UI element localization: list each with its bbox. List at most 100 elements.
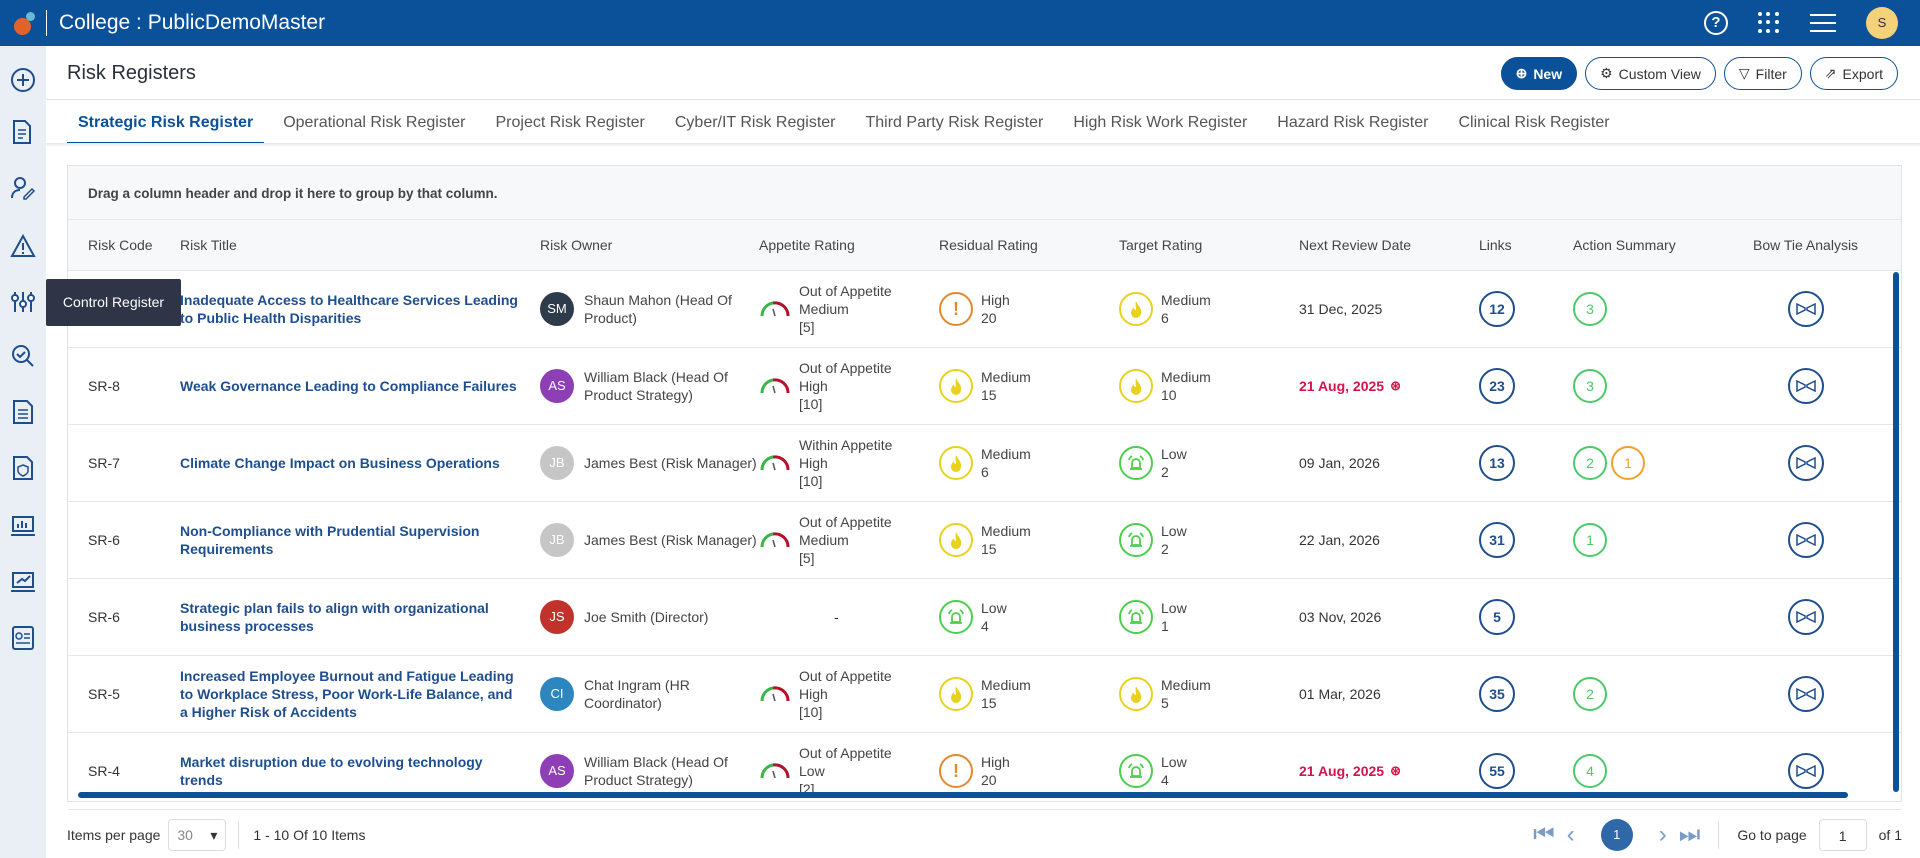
export-button[interactable]: ⇗ Export <box>1809 57 1898 90</box>
column-header[interactable]: Next Review Date <box>1299 237 1412 253</box>
first-page-icon[interactable]: ⏮ <box>1533 821 1555 848</box>
document-icon[interactable] <box>9 398 37 426</box>
action-count-badge[interactable]: 1 <box>1573 523 1607 557</box>
column-header[interactable]: Risk Owner <box>540 237 613 253</box>
bow-tie-icon[interactable] <box>1788 676 1824 712</box>
links-count-badge[interactable]: 13 <box>1479 445 1515 481</box>
gear-icon: ⚙ <box>1600 65 1613 81</box>
dashboard-icon[interactable] <box>9 512 37 540</box>
page-title: Risk Registers <box>67 62 196 84</box>
column-header[interactable]: Appetite Rating <box>759 237 855 253</box>
risk-title-link[interactable]: Weak Governance Leading to Compliance Fa… <box>180 378 517 394</box>
tab-third-party-risk-register[interactable]: Third Party Risk Register <box>865 114 1044 131</box>
audit-search-icon[interactable] <box>9 342 37 370</box>
target-level: Low <box>1161 754 1187 770</box>
shield-document-icon[interactable] <box>9 454 37 482</box>
warning-icon[interactable] <box>9 232 37 260</box>
group-by-panel[interactable]: Drag a column header and drop it here to… <box>68 166 1901 220</box>
control-register-icon[interactable] <box>9 288 37 316</box>
goto-page-input[interactable]: 1 <box>1818 819 1867 851</box>
risk-title-link[interactable]: Strategic plan fails to align with organ… <box>180 600 489 634</box>
column-header[interactable]: Action Summary <box>1573 237 1676 253</box>
menu-icon[interactable] <box>1810 8 1836 38</box>
links-count-badge[interactable]: 12 <box>1479 291 1515 327</box>
risk-code: SR-4 <box>88 763 120 779</box>
tab-cyber-it-risk-register[interactable]: Cyber/IT Risk Register <box>674 114 836 131</box>
table-row[interactable]: SR-5 Increased Employee Burnout and Fati… <box>68 656 1901 733</box>
links-count-badge[interactable]: 35 <box>1479 676 1515 712</box>
tab-clinical-risk-register[interactable]: Clinical Risk Register <box>1458 114 1610 131</box>
action-count-badge[interactable]: 3 <box>1573 292 1607 326</box>
links-count-badge[interactable]: 31 <box>1479 522 1515 558</box>
bow-tie-icon[interactable] <box>1788 368 1824 404</box>
bow-tie-icon[interactable] <box>1788 753 1824 789</box>
table-row[interactable]: SR-6 Non-Compliance with Prudential Supe… <box>68 502 1901 579</box>
action-count-badge[interactable]: 2 <box>1573 446 1607 480</box>
residual-score: 4 <box>981 618 989 634</box>
vertical-scrollbar[interactable] <box>1893 272 1899 792</box>
grid-footer: Items per page 30 ▾ 1 - 10 Of 10 Items ⏮ … <box>67 818 1902 852</box>
custom-view-button[interactable]: ⚙ Custom View <box>1585 57 1716 90</box>
table-row[interactable]: SR-7 Climate Change Impact on Business O… <box>68 425 1901 502</box>
help-icon[interactable]: ? <box>1704 11 1728 35</box>
table-row[interactable]: SR-8 Weak Governance Leading to Complian… <box>68 348 1901 425</box>
risk-title-link[interactable]: Climate Change Impact on Business Operat… <box>180 455 500 471</box>
risk-owner: James Best (Risk Manager) <box>584 532 757 548</box>
action-count-badge[interactable]: 4 <box>1573 754 1607 788</box>
review-date-text: 21 Aug, 2025 <box>1299 378 1385 394</box>
column-header[interactable]: Target Rating <box>1119 237 1203 253</box>
app-logo[interactable] <box>12 9 40 37</box>
next-review-date: 01 Mar, 2026 <box>1299 686 1479 702</box>
column-header[interactable]: Links <box>1479 237 1512 253</box>
tab-operational-risk-register[interactable]: Operational Risk Register <box>283 114 466 131</box>
action-count-badge[interactable]: 1 <box>1611 446 1645 480</box>
bow-tie-icon[interactable] <box>1788 291 1824 327</box>
tab-project-risk-register[interactable]: Project Risk Register <box>495 114 645 131</box>
tab-high-risk-work-register[interactable]: High Risk Work Register <box>1073 114 1248 131</box>
apps-grid-icon[interactable] <box>1758 12 1780 34</box>
table-row[interactable]: SR-6 Strategic plan fails to align with … <box>68 579 1901 656</box>
user-avatar[interactable]: S <box>1866 7 1898 39</box>
bow-tie-icon[interactable] <box>1788 522 1824 558</box>
table-row[interactable]: Inadequate Access to Healthcare Services… <box>68 271 1901 348</box>
links-count-badge[interactable]: 55 <box>1479 753 1515 789</box>
items-range: 1 - 10 Of 10 Items <box>253 827 366 843</box>
user-edit-icon[interactable] <box>9 174 37 202</box>
top-bar: College : PublicDemoMaster ? S <box>0 0 1920 46</box>
column-header[interactable]: Bow Tie Analysis <box>1753 237 1859 253</box>
bow-tie-icon[interactable] <box>1788 445 1824 481</box>
horizontal-scrollbar[interactable] <box>78 792 1848 798</box>
current-page[interactable]: 1 <box>1600 819 1633 851</box>
links-count-badge[interactable]: 23 <box>1479 368 1515 404</box>
page-count: of 1 <box>1878 827 1902 843</box>
document-export-icon[interactable] <box>9 118 37 146</box>
bow-tie-icon[interactable] <box>1788 599 1824 635</box>
column-header[interactable]: Residual Rating <box>939 237 1038 253</box>
new-button[interactable]: ⊕ New <box>1500 57 1578 90</box>
action-count-badge[interactable]: 2 <box>1573 677 1607 711</box>
risk-title-link[interactable]: Increased Employee Burnout and Fatigue L… <box>180 668 514 720</box>
column-header[interactable]: Risk Code <box>88 237 153 253</box>
high-risk-icon: ! <box>939 292 973 326</box>
avatar: SM <box>540 292 574 326</box>
risk-title-link[interactable]: Non-Compliance with Prudential Supervisi… <box>180 523 480 557</box>
table-row[interactable]: SR-4 Market disruption due to evolving t… <box>68 733 1901 810</box>
column-header[interactable]: Risk Title <box>180 237 237 253</box>
last-page-icon[interactable]: ⏭ <box>1678 821 1701 848</box>
tab-hazard-risk-register[interactable]: Hazard Risk Register <box>1277 114 1429 131</box>
review-date-text: 31 Dec, 2025 <box>1299 301 1383 317</box>
risk-title-link[interactable]: Market disruption due to evolving techno… <box>180 754 483 788</box>
risk-title-link[interactable]: Inadequate Access to Healthcare Services… <box>180 292 518 326</box>
next-page-icon[interactable]: › <box>1658 821 1667 848</box>
add-icon[interactable] <box>9 66 37 94</box>
links-count-badge[interactable]: 5 <box>1479 599 1515 635</box>
filter-button[interactable]: ▽ Filter <box>1723 57 1802 90</box>
trend-report-icon[interactable] <box>9 568 37 596</box>
items-per-page-select[interactable]: 30 ▾ <box>168 819 227 851</box>
filter-label: Filter <box>1755 65 1787 82</box>
action-count-badge[interactable]: 3 <box>1573 369 1607 403</box>
tab-strategic-risk-register[interactable]: Strategic Risk Register <box>67 108 265 146</box>
risk-owner: William Black (Head Of Product Strategy) <box>584 754 728 788</box>
profile-card-icon[interactable] <box>9 624 37 652</box>
prev-page-icon[interactable]: ‹ <box>1566 821 1575 848</box>
